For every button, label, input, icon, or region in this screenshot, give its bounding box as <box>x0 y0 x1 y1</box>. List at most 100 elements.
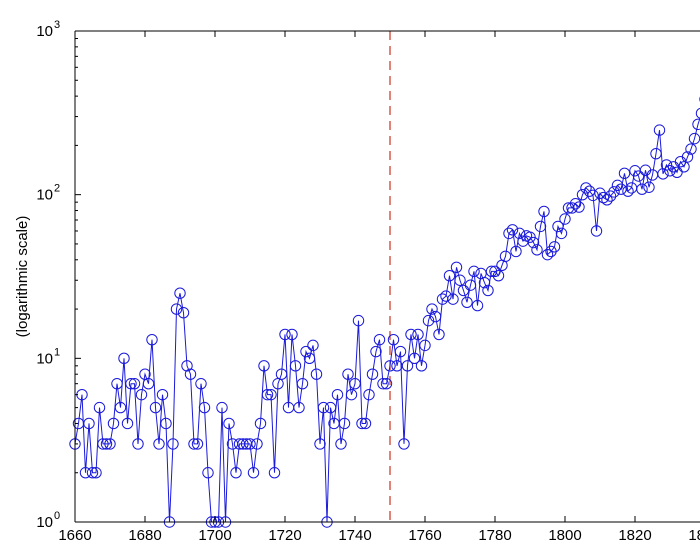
data-point-marker <box>510 245 522 258</box>
data-point-marker <box>303 352 316 365</box>
data-point-marker <box>527 236 540 249</box>
data-point-marker <box>104 438 116 450</box>
data-point-marker <box>268 467 281 479</box>
data-point-marker <box>237 438 249 450</box>
data-point-marker <box>531 244 543 256</box>
data-point-marker <box>97 438 109 450</box>
data-point-marker <box>223 417 235 430</box>
data-point-marker <box>279 328 291 341</box>
data-point-marker <box>660 159 673 171</box>
data-point-marker <box>594 187 606 199</box>
data-point-marker <box>618 167 631 180</box>
x-tick-label: 1700 <box>198 527 231 544</box>
data-point-marker <box>191 438 204 450</box>
data-point-marker <box>636 183 648 195</box>
data-point-marker <box>447 293 459 305</box>
data-point-marker <box>121 417 134 430</box>
data-point-marker <box>538 205 550 218</box>
data-point-marker <box>100 438 113 450</box>
data-point-marker <box>429 310 442 323</box>
data-point-marker <box>156 388 169 401</box>
data-point-marker <box>433 328 445 341</box>
x-tick-label: 1720 <box>268 527 301 544</box>
data-point-marker <box>664 165 676 177</box>
data-point-marker <box>380 377 393 390</box>
x-tick-label: 1820 <box>618 527 651 544</box>
data-point-marker <box>265 388 277 401</box>
data-point-marker <box>202 467 214 479</box>
data-point-marker <box>345 388 358 401</box>
data-point-marker <box>258 360 270 372</box>
data-point-marker <box>632 170 645 182</box>
data-point-marker <box>370 345 382 358</box>
series-layer <box>69 96 700 528</box>
data-point-marker <box>419 339 431 352</box>
data-point-marker <box>534 220 547 233</box>
data-point-marker <box>597 191 610 204</box>
data-point-marker <box>678 161 690 173</box>
data-point-marker <box>611 179 624 192</box>
data-point-marker <box>184 368 197 380</box>
data-point-marker <box>608 186 620 198</box>
data-point-marker <box>289 360 302 372</box>
data-point-marker <box>513 227 526 240</box>
data-point-marker <box>366 368 379 380</box>
data-point-marker <box>401 360 414 372</box>
data-point-marker <box>132 438 144 450</box>
data-point-marker <box>471 299 484 312</box>
data-point-marker <box>275 368 288 380</box>
data-point-marker <box>83 417 95 430</box>
data-point-marker <box>398 438 410 450</box>
x-tick-label: 1800 <box>548 527 581 544</box>
data-point-marker <box>478 276 491 289</box>
data-point-marker <box>573 201 585 213</box>
data-point-marker <box>356 417 368 430</box>
data-point-marker <box>317 401 330 414</box>
data-point-marker <box>90 467 102 479</box>
data-point-marker <box>601 194 613 206</box>
data-point-marker <box>454 274 466 286</box>
data-point-marker <box>387 333 400 346</box>
data-point-marker <box>324 401 337 414</box>
data-point-marker <box>415 360 428 372</box>
data-point-marker <box>681 151 694 163</box>
data-point-marker <box>506 224 519 236</box>
x-tick-label: 1680 <box>128 527 161 544</box>
data-point-marker <box>468 265 480 278</box>
data-point-marker <box>125 377 137 390</box>
data-point-marker <box>111 377 123 390</box>
data-point-marker <box>167 438 179 450</box>
data-point-marker <box>335 438 347 450</box>
y-tick-label-base: 10 <box>36 514 53 531</box>
data-point-marker <box>363 388 375 401</box>
data-point-marker <box>566 202 578 214</box>
x-tick-label: 1780 <box>478 527 511 544</box>
data-point-marker <box>548 241 561 253</box>
data-point-marker <box>331 388 344 401</box>
data-point-marker <box>377 377 389 390</box>
data-point-marker <box>671 166 683 178</box>
data-point-marker <box>489 265 501 278</box>
data-point-marker <box>142 377 155 390</box>
data-point-marker <box>653 124 666 136</box>
data-point-marker <box>580 182 592 194</box>
data-point-marker <box>174 287 186 299</box>
data-point-marker <box>461 296 473 308</box>
data-point-marker <box>587 189 599 202</box>
data-point-marker <box>93 401 106 414</box>
data-point-marker <box>590 225 603 237</box>
data-point-marker <box>482 284 494 297</box>
data-point-marker <box>86 467 99 479</box>
x-tick-label: 1740 <box>338 527 371 544</box>
data-point-marker <box>160 417 172 430</box>
data-point-marker <box>198 401 211 414</box>
data-point-marker <box>692 118 700 131</box>
data-point-marker <box>499 250 512 263</box>
data-point-marker <box>622 185 634 197</box>
axes-layer: 1660 1680 1700 1720 1740 1760 1780 1800 1820 1840… <box>36 19 700 544</box>
y-tick-label-exponent: 2 <box>54 183 60 195</box>
data-point-marker <box>408 352 421 365</box>
data-point-marker <box>195 377 207 390</box>
data-point-marker <box>300 345 312 358</box>
